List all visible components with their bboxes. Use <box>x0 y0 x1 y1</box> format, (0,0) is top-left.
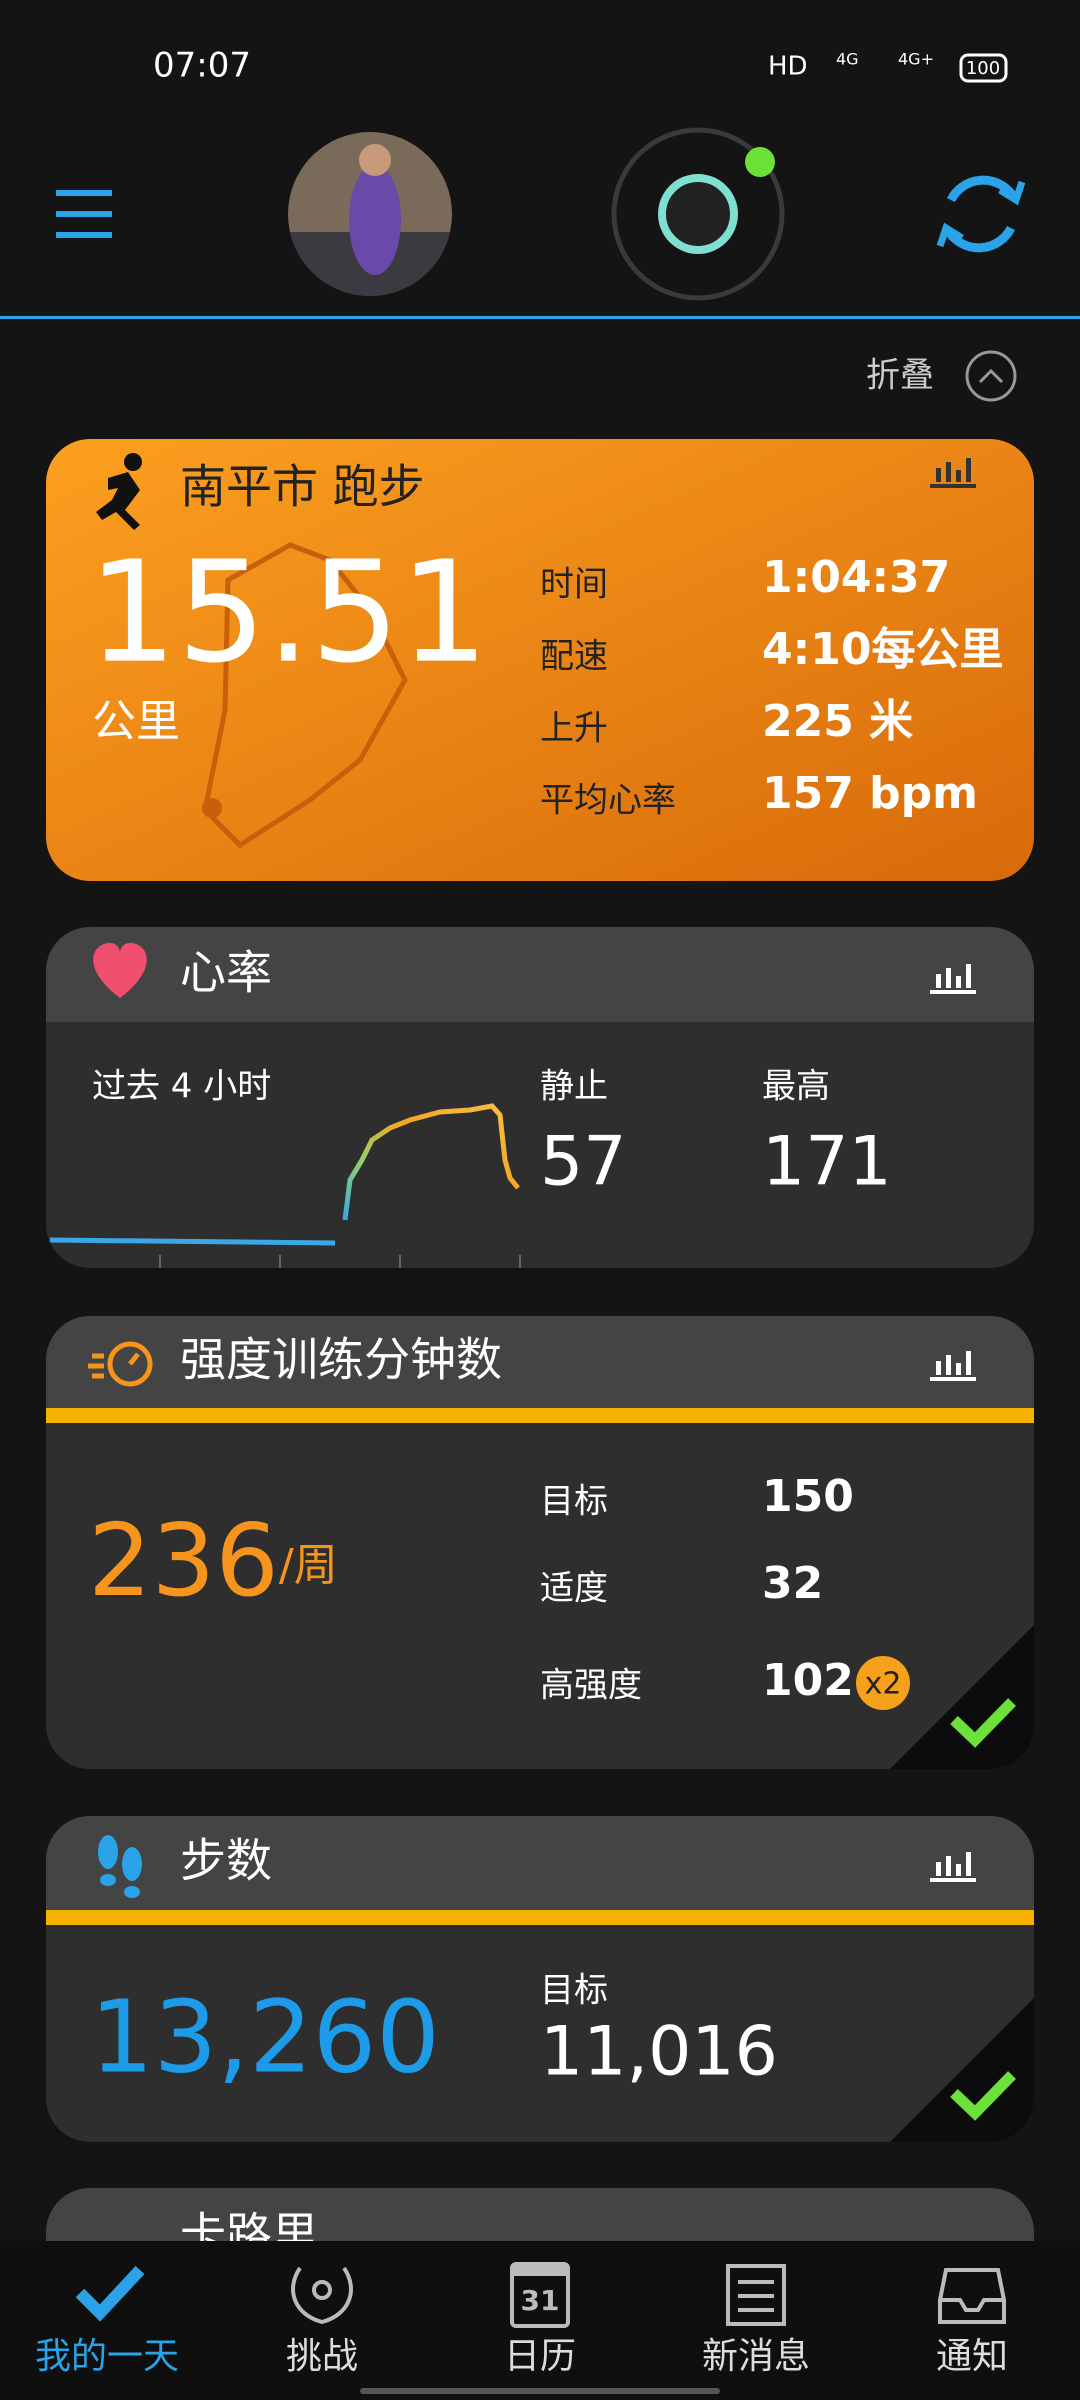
steps-title: 步数 <box>180 1834 272 1888</box>
intensity-value: 236/周 <box>88 1502 338 1619</box>
tab-label[interactable]: 我的一天 <box>35 2336 179 2377</box>
net: 4G+ <box>898 50 934 69</box>
stat-value: 4:10每公里 <box>762 624 1003 675</box>
chevron <box>978 368 1004 384</box>
tab-icon[interactable] <box>75 2265 145 2322</box>
unit: /周 <box>279 1540 338 1591</box>
sync[interactable] <box>936 175 1026 253</box>
goal-corner <box>890 1998 1034 2142</box>
tab-label[interactable]: 新消息 <box>702 2336 810 2377</box>
row-value: 150 <box>762 1471 854 1522</box>
calendar-day: 31 <box>521 2284 560 2317</box>
stat-label: 平均心率 <box>540 781 676 821</box>
row-label: 适度 <box>540 1569 608 1609</box>
steps-goal-label: 目标 <box>540 1971 608 2011</box>
steps-header <box>46 1816 1034 1910</box>
intensity-icon <box>88 1341 153 1387</box>
route-start <box>202 798 222 818</box>
intensity-header <box>46 1316 1034 1408</box>
steps-bar <box>46 1910 1034 1925</box>
distance-unit: 公里 <box>92 696 180 747</box>
tab-icon[interactable] <box>938 2268 1006 2324</box>
badge-text: x2 <box>865 1667 902 1702</box>
check <box>950 1698 1016 1748</box>
chart-icon[interactable] <box>930 964 976 994</box>
intensity-stats: 目标 150 适度 32 高强度 102 <box>540 1471 854 1706</box>
hr-ticks <box>159 1255 521 1268</box>
watch <box>658 174 738 254</box>
check <box>950 2071 1016 2121</box>
heart-title: 心率 <box>180 946 272 1000</box>
stat-label: 配速 <box>540 637 608 677</box>
stat-value: 157 bpm <box>762 768 978 819</box>
stat-value: 225 米 <box>762 696 913 747</box>
distance: 15.51 <box>88 532 489 695</box>
row-value: 102 <box>762 1655 854 1706</box>
tab-label[interactable]: 日历 <box>504 2336 576 2377</box>
collapse-icon[interactable] <box>965 350 1017 402</box>
divider <box>0 316 1080 319</box>
heart-header <box>46 927 1034 1022</box>
hr-line <box>342 1103 520 1221</box>
row-label: 目标 <box>540 1482 608 1522</box>
row-label: 高强度 <box>540 1666 642 1706</box>
net: 4G <box>836 50 859 69</box>
device[interactable] <box>611 127 785 301</box>
heart-icon <box>93 943 147 998</box>
battery-level: 100 <box>966 58 1000 79</box>
activity-title: 南平市 跑步 <box>180 460 425 514</box>
resting-label: 静止 <box>540 1067 608 1107</box>
tab-label[interactable]: 挑战 <box>286 2336 358 2377</box>
intensity-title: 强度训练分钟数 <box>180 1333 502 1387</box>
stat-label: 上升 <box>540 709 608 749</box>
steps-icon <box>98 1835 142 1898</box>
tab-icon[interactable]: 31 <box>510 2262 570 2328</box>
stat-value: 1:04:37 <box>762 552 950 603</box>
hr-period: 过去 4 小时 <box>92 1067 271 1107</box>
max-label: 最高 <box>762 1067 830 1107</box>
route <box>202 542 408 849</box>
steps-value: 13,260 <box>90 1978 440 2095</box>
goal-corner <box>890 1625 1034 1769</box>
net: HD <box>768 52 808 82</box>
tab-icon[interactable] <box>726 2264 786 2326</box>
chart-icon[interactable] <box>930 458 976 488</box>
battery <box>959 53 1008 83</box>
tab-icon[interactable] <box>291 2266 353 2325</box>
run-icon <box>96 453 142 530</box>
steps-goal: 11,016 <box>540 2013 778 2092</box>
collapse[interactable]: 折叠 <box>866 356 934 396</box>
intensity-bar <box>46 1408 1034 1423</box>
chart-icon[interactable] <box>930 1852 976 1882</box>
time: 07:07 <box>153 46 251 86</box>
connected-dot <box>745 147 775 177</box>
home-indicator <box>360 2388 720 2394</box>
max: 171 <box>762 1123 892 1202</box>
stat-label: 时间 <box>540 565 608 605</box>
menu[interactable] <box>56 190 112 238</box>
chart-icon[interactable] <box>930 1351 976 1381</box>
resting: 57 <box>540 1123 627 1202</box>
badge <box>856 1656 910 1710</box>
row-value: 32 <box>762 1558 823 1609</box>
tabs: 我的一天 挑战 日历 新消息 通知 <box>35 2336 1008 2377</box>
avatar[interactable] <box>288 132 452 296</box>
intensity-card[interactable] <box>46 1316 1034 1769</box>
tab-label[interactable]: 通知 <box>936 2336 1008 2377</box>
hr-baseline <box>49 1237 336 1246</box>
value: 236 <box>88 1502 279 1619</box>
activity-card[interactable] <box>46 439 1034 881</box>
